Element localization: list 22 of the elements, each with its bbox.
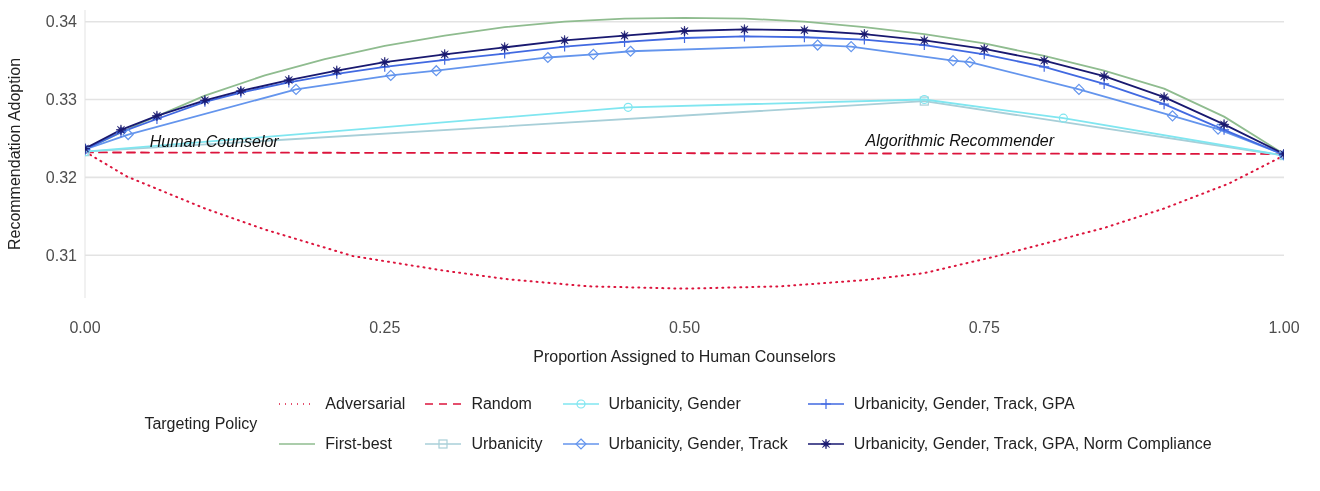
x-tick-label: 0.00 xyxy=(69,319,101,337)
legend-label: Urbanicity, Gender, Track xyxy=(608,435,788,453)
legend-label: Urbanicity, Gender, Track, GPA, Norm Compliance xyxy=(853,435,1212,453)
y-tick-label: 0.31 xyxy=(45,246,78,264)
annotation: Human Counselor xyxy=(149,133,280,151)
legend-label: Urbanicity xyxy=(471,435,543,453)
legend-label: Urbanicity, Gender xyxy=(608,395,741,413)
x-tick-label: 0.25 xyxy=(369,319,401,337)
y-tick-label: 0.34 xyxy=(45,13,78,31)
x-tick-label: 0.75 xyxy=(968,319,1000,337)
y-tick-label: 0.33 xyxy=(45,91,78,109)
y-axis-title: Recommendation Adoption xyxy=(5,57,23,251)
legend-title: Targeting Policy xyxy=(144,415,258,433)
legend-label: First-best xyxy=(325,435,393,453)
legend-label: Adversarial xyxy=(325,395,406,413)
legend-label: Urbanicity, Gender, Track, GPA xyxy=(853,395,1075,413)
y-tick-label: 0.32 xyxy=(45,169,78,187)
annotation: Algorithmic Recommender xyxy=(864,131,1055,149)
x-tick-label: 1.00 xyxy=(1268,319,1300,337)
x-tick-label: 0.50 xyxy=(668,319,701,337)
x-axis-title: Proportion Assigned to Human Counselors xyxy=(533,348,836,365)
legend-label: Random xyxy=(471,395,532,413)
